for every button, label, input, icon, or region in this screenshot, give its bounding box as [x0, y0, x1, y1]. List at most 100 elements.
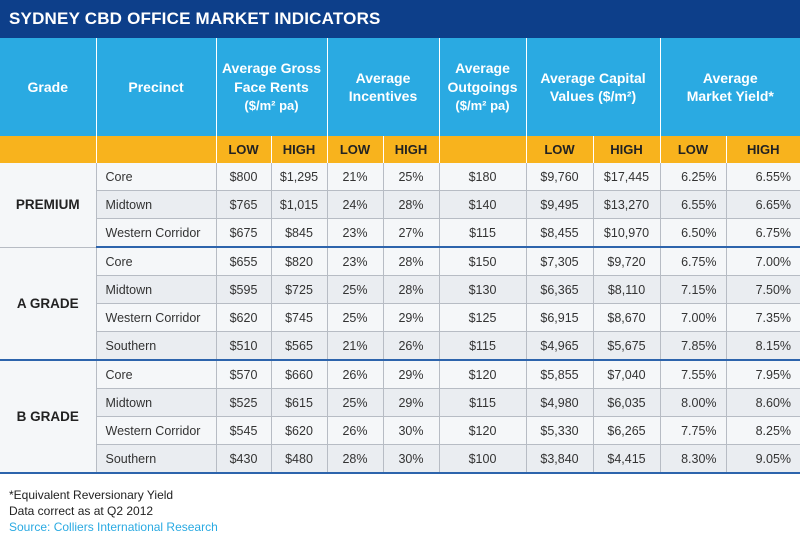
yield-low-cell: 7.15%: [660, 275, 727, 304]
subheader-low: LOW: [216, 136, 272, 163]
subheader-low: LOW: [660, 136, 727, 163]
yield-high-cell: 8.60%: [726, 388, 800, 417]
header-yield-line1: Average: [702, 69, 758, 86]
precinct-cell: Southern: [96, 331, 217, 361]
capital-high-cell: $8,110: [593, 275, 661, 304]
outgoings-cell: $150: [439, 247, 527, 276]
yield-low-cell: 7.00%: [660, 303, 727, 332]
footnote-source: Source: Colliers International Research: [9, 520, 218, 534]
capital-low-cell: $5,855: [526, 360, 594, 389]
yield-high-cell: 6.65%: [726, 190, 800, 219]
yield-high-cell: 8.25%: [726, 416, 800, 445]
table-title: SYDNEY CBD OFFICE MARKET INDICATORS: [0, 0, 800, 38]
incentive-low-cell: 24%: [327, 190, 384, 219]
yield-low-cell: 6.50%: [660, 218, 727, 248]
incentive-high-cell: 29%: [383, 303, 440, 332]
capital-high-cell: $13,270: [593, 190, 661, 219]
outgoings-cell: $180: [439, 163, 527, 191]
capital-high-cell: $10,970: [593, 218, 661, 248]
rent-high-cell: $1,015: [271, 190, 328, 219]
rent-low-cell: $655: [216, 247, 272, 276]
capital-low-cell: $4,980: [526, 388, 594, 417]
table-row: B GRADE Core $570 $660 26% 29% $120 $5,8…: [0, 360, 800, 474]
precinct-cell: Midtown: [96, 190, 217, 219]
header-incentives-line2: Incentives: [348, 88, 418, 104]
rent-high-cell: $1,295: [271, 163, 328, 191]
capital-low-cell: $6,915: [526, 303, 594, 332]
capital-low-cell: $7,305: [526, 247, 594, 276]
capital-high-cell: $17,445: [593, 163, 661, 191]
precinct-cell: Western Corridor: [96, 218, 217, 248]
precinct-cell: Midtown: [96, 388, 217, 417]
header-capital-line1: Average Capital: [540, 69, 646, 86]
yield-low-cell: 7.55%: [660, 360, 727, 389]
outgoings-cell: $140: [439, 190, 527, 219]
capital-high-cell: $4,415: [593, 444, 661, 474]
rent-high-cell: $480: [271, 444, 328, 474]
header-outgoings-line1: Average: [455, 60, 510, 77]
incentive-low-cell: 23%: [327, 218, 384, 248]
yield-high-cell: 7.50%: [726, 275, 800, 304]
rent-high-cell: $845: [271, 218, 328, 248]
table-row: Midtown $765 $1,015 24% 28% $140 $9,495 …: [0, 190, 800, 219]
rent-high-cell: $745: [271, 303, 328, 332]
outgoings-cell: $130: [439, 275, 527, 304]
incentive-high-cell: 28%: [383, 190, 440, 219]
capital-low-cell: $9,495: [526, 190, 594, 219]
rent-low-cell: $595: [216, 275, 272, 304]
capital-high-cell: $8,670: [593, 303, 661, 332]
outgoings-cell: $125: [439, 303, 527, 332]
rent-high-cell: $725: [271, 275, 328, 304]
rent-low-cell: $570: [216, 360, 272, 389]
incentive-high-cell: 30%: [383, 416, 440, 445]
yield-low-cell: 7.75%: [660, 416, 727, 445]
incentive-low-cell: 21%: [327, 163, 384, 191]
yield-low-cell: 6.55%: [660, 190, 727, 219]
rent-low-cell: $620: [216, 303, 272, 332]
incentive-low-cell: 28%: [327, 444, 384, 474]
header-precinct: Precinct: [96, 38, 217, 136]
yield-high-cell: 7.35%: [726, 303, 800, 332]
yield-low-cell: 6.75%: [660, 247, 727, 276]
table-row: PREMIUM Core $800 $1,295 21% 25% $180 $9…: [0, 163, 800, 248]
capital-low-cell: $9,760: [526, 163, 594, 191]
yield-high-cell: 9.05%: [726, 444, 800, 474]
incentive-low-cell: 21%: [327, 331, 384, 361]
capital-high-cell: $9,720: [593, 247, 661, 276]
header-grade: Grade: [0, 38, 97, 136]
yield-high-cell: 6.75%: [726, 218, 800, 248]
incentive-high-cell: 29%: [383, 388, 440, 417]
incentive-low-cell: 26%: [327, 360, 384, 389]
rent-low-cell: $800: [216, 163, 272, 191]
incentive-high-cell: 27%: [383, 218, 440, 248]
header-capital-values: Average Capital Values ($/m²): [526, 38, 661, 136]
subheader-low: LOW: [526, 136, 594, 163]
grade-label: B GRADE: [0, 360, 97, 474]
grade-label: PREMIUM: [0, 163, 97, 248]
header-capital-line2: Values ($/m²): [549, 88, 637, 104]
rent-low-cell: $510: [216, 331, 272, 361]
capital-high-cell: $6,035: [593, 388, 661, 417]
table-row: Midtown $595 $725 25% 28% $130 $6,365 $8…: [0, 275, 800, 304]
precinct-cell: Core: [96, 247, 217, 276]
yield-high-cell: 7.00%: [726, 247, 800, 276]
incentive-high-cell: 29%: [383, 360, 440, 389]
subheader-high: HIGH: [383, 136, 440, 163]
header-yield-line2: Market Yield*: [686, 88, 774, 104]
subheader-blank: [0, 136, 97, 163]
table-row: Western Corridor $620 $745 25% 29% $125 …: [0, 303, 800, 332]
outgoings-cell: $120: [439, 360, 527, 389]
incentive-high-cell: 26%: [383, 331, 440, 361]
subheader-row: LOW HIGH LOW HIGH LOW HIGH LOW HIGH: [0, 136, 800, 163]
capital-low-cell: $4,965: [526, 331, 594, 361]
market-indicators-table: Grade Precinct Average Gross Face Rents …: [0, 38, 800, 474]
rent-low-cell: $430: [216, 444, 272, 474]
precinct-cell: Core: [96, 163, 217, 191]
subheader-blank: [439, 136, 527, 163]
yield-low-cell: 7.85%: [660, 331, 727, 361]
precinct-cell: Western Corridor: [96, 303, 217, 332]
header-incentives-line1: Average: [355, 69, 411, 86]
yield-low-cell: 6.25%: [660, 163, 727, 191]
footnotes: *Equivalent Reversionary Yield Data corr…: [9, 487, 218, 535]
table-row: Western Corridor $545 $620 26% 30% $120 …: [0, 416, 800, 445]
